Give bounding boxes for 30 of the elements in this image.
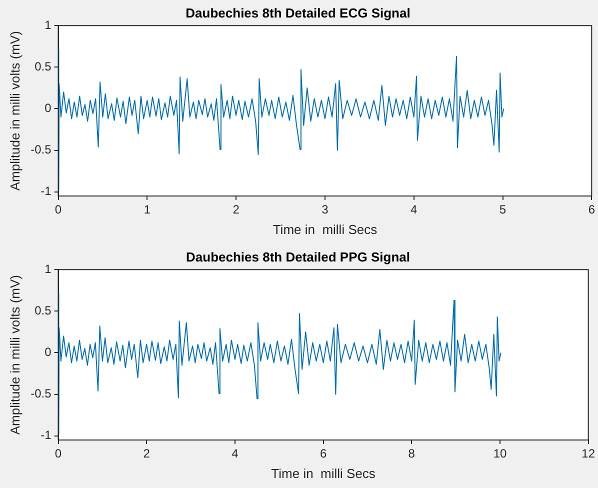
y-tick-label: 1 [44,262,52,276]
y-tick-label: -1 [40,184,52,198]
x-tick-label: 4 [410,202,418,217]
x-tick-label: 5 [499,202,506,217]
y-tick-label: 0 [44,345,52,360]
x-tick-label: 2 [232,202,240,217]
x-tick-label: 1 [144,202,151,217]
y-axis-title: Amplitude in milli volts (mV) [7,274,22,435]
x-axis-title: Time in milli Secs [272,222,378,237]
x-tick-label: 3 [322,202,329,217]
x-tick-label: 8 [408,446,416,461]
y-axis-title: Amplitude in milli volts (mV) [7,30,22,191]
x-tick-label: 0 [54,202,62,217]
x-tick-label: 0 [54,446,62,461]
y-tick-label: 0.5 [34,59,52,74]
y-tick-label: 1 [44,18,52,32]
x-tick-label: 6 [588,202,596,217]
x-tick-label: 12 [582,446,596,461]
y-tick-label: -0.5 [30,142,52,157]
chart-title: Daubechies 8th Detailed PPG Signal [186,249,410,264]
x-axis-title: Time in milli Secs [271,466,376,481]
x-tick-label: 2 [143,446,150,461]
y-tick-label: 0.5 [34,303,52,318]
y-tick-label: 0 [44,101,52,116]
x-tick-label: 10 [493,446,507,461]
x-tick-label: 6 [320,446,327,461]
y-tick-label: -0.5 [30,386,52,401]
y-tick-label: -1 [40,428,52,442]
x-tick-label: 4 [232,446,239,461]
chart-title: Daubechies 8th Detailed ECG Signal [186,5,410,20]
